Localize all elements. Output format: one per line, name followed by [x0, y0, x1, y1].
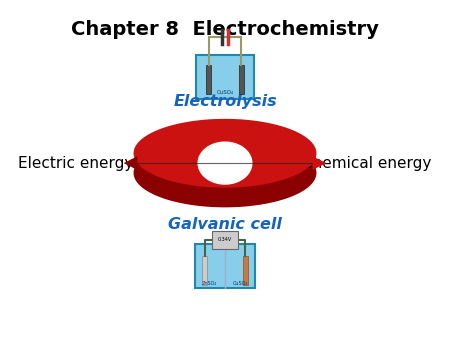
Polygon shape — [198, 142, 252, 185]
Text: CuSO₄: CuSO₄ — [233, 281, 248, 286]
Polygon shape — [134, 119, 316, 188]
Bar — [206, 65, 211, 94]
Polygon shape — [313, 156, 326, 170]
Text: Chapter 8  Electrochemistry: Chapter 8 Electrochemistry — [71, 21, 379, 40]
Bar — [194, 244, 256, 288]
Bar — [243, 256, 248, 285]
Polygon shape — [134, 139, 316, 207]
Polygon shape — [124, 156, 137, 170]
Text: Galvanic cell: Galvanic cell — [168, 217, 282, 232]
Text: Electric energy: Electric energy — [18, 155, 134, 171]
Bar — [239, 65, 244, 94]
Text: 0.34V: 0.34V — [218, 237, 232, 242]
Text: Electrolysis: Electrolysis — [173, 94, 277, 109]
Text: Chemical energy: Chemical energy — [302, 155, 432, 171]
Bar — [202, 256, 207, 285]
Text: ZnSO₄: ZnSO₄ — [202, 281, 217, 286]
FancyBboxPatch shape — [212, 231, 238, 249]
Bar — [197, 55, 253, 99]
Text: CuSO₄: CuSO₄ — [216, 90, 234, 95]
